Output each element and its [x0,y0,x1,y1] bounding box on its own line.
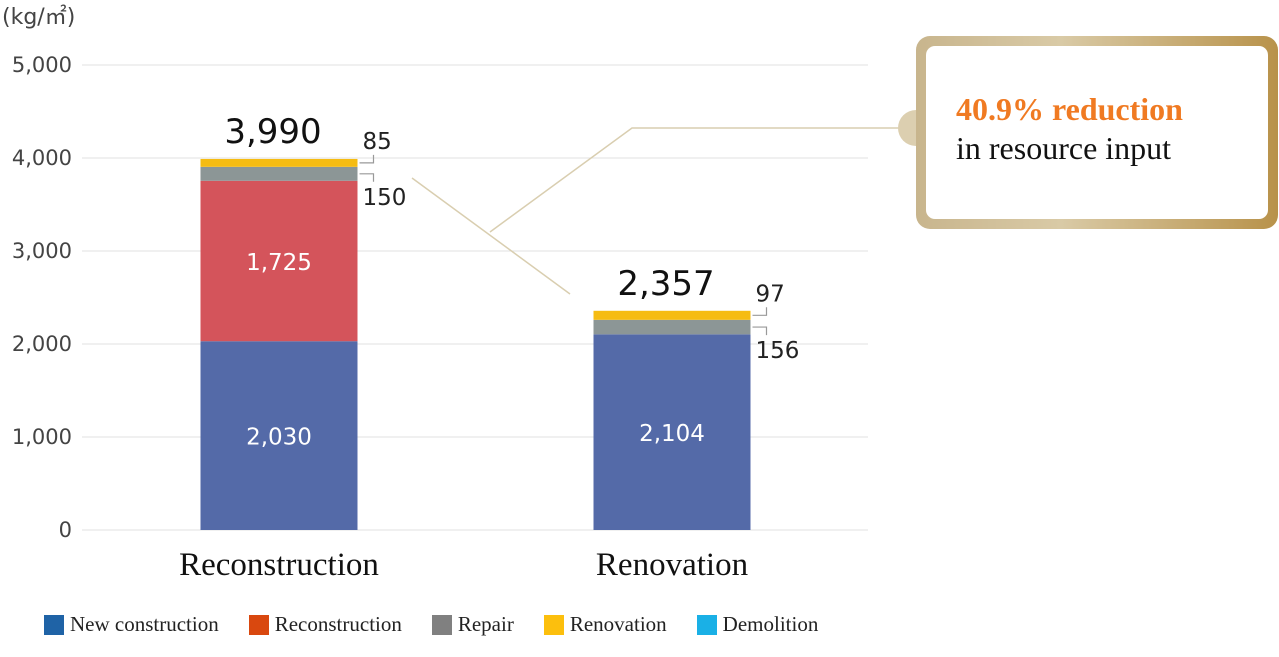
legend-item: Renovation [543,612,667,637]
bar-segment [200,180,358,342]
y-tick-label: 3,000 [12,239,72,263]
x-category-label: Renovation [596,547,748,583]
bars [200,158,751,530]
segment-value-label: 150 [363,185,407,211]
leader-line [359,154,375,164]
bar-segment [593,334,751,530]
total-value-label: 2,357 [617,264,714,304]
bar-segment [200,341,358,530]
leader-line [752,307,768,316]
bar-segment [200,166,358,181]
legend-label: New construction [70,612,219,636]
y-tick-label: 4,000 [12,146,72,170]
y-tick-label: 1,000 [12,425,72,449]
reduction-callout: 40.9% reduction in resource input [916,36,1278,229]
segment-value-label: 156 [756,338,800,364]
bar-segment [593,319,751,335]
legend-label: Demolition [722,612,819,636]
segment-value-label: 2,030 [246,425,312,451]
legend-swatch [431,614,452,635]
legend-label: Reconstruction [274,612,402,636]
callout-body: 40.9% reduction in resource input [926,46,1268,219]
bar-segment [593,310,751,320]
x-category-label: Reconstruction [179,547,379,583]
y-tick-label: 2,000 [12,332,72,356]
callout-highlight: 40.9% reduction [956,91,1183,127]
comparison-connector-line [411,177,571,295]
legend-swatch [543,614,564,635]
callout-pointer-line [489,127,912,233]
data-labels: 2,030 1,725 150 85 3,990 2,104 156 97 2,357 [224,112,799,451]
legend: New construction Reconstruction Repair Reno… [44,612,848,637]
segment-value-label: 85 [363,129,392,155]
y-axis-ticks: 0 1,000 2,000 3,000 4,000 5,000 [12,53,72,542]
x-axis-categories: Reconstruction Renovation [179,547,748,583]
legend-swatch [44,614,64,635]
legend-label: Renovation [569,612,667,636]
legend-item: New construction [44,612,219,637]
legend-item: Reconstruction [248,612,402,637]
legend-label: Repair [457,612,514,636]
segment-value-label: 97 [756,281,785,307]
legend-item: Repair [431,612,514,637]
segment-value-label: 1,725 [246,250,312,276]
segment-value-label: 2,104 [639,421,705,447]
y-axis-unit-label: (kg/㎡) [2,4,75,30]
leader-line [359,173,375,182]
legend-swatch [248,614,269,635]
callout-text: in resource input [956,130,1172,166]
legend-swatch [696,614,717,635]
legend-item: Demolition [696,612,819,637]
bar-segment [200,158,358,167]
total-value-label: 3,990 [224,112,321,152]
leader-line [752,326,768,336]
y-tick-label: 0 [59,518,72,542]
y-tick-label: 5,000 [12,53,72,77]
